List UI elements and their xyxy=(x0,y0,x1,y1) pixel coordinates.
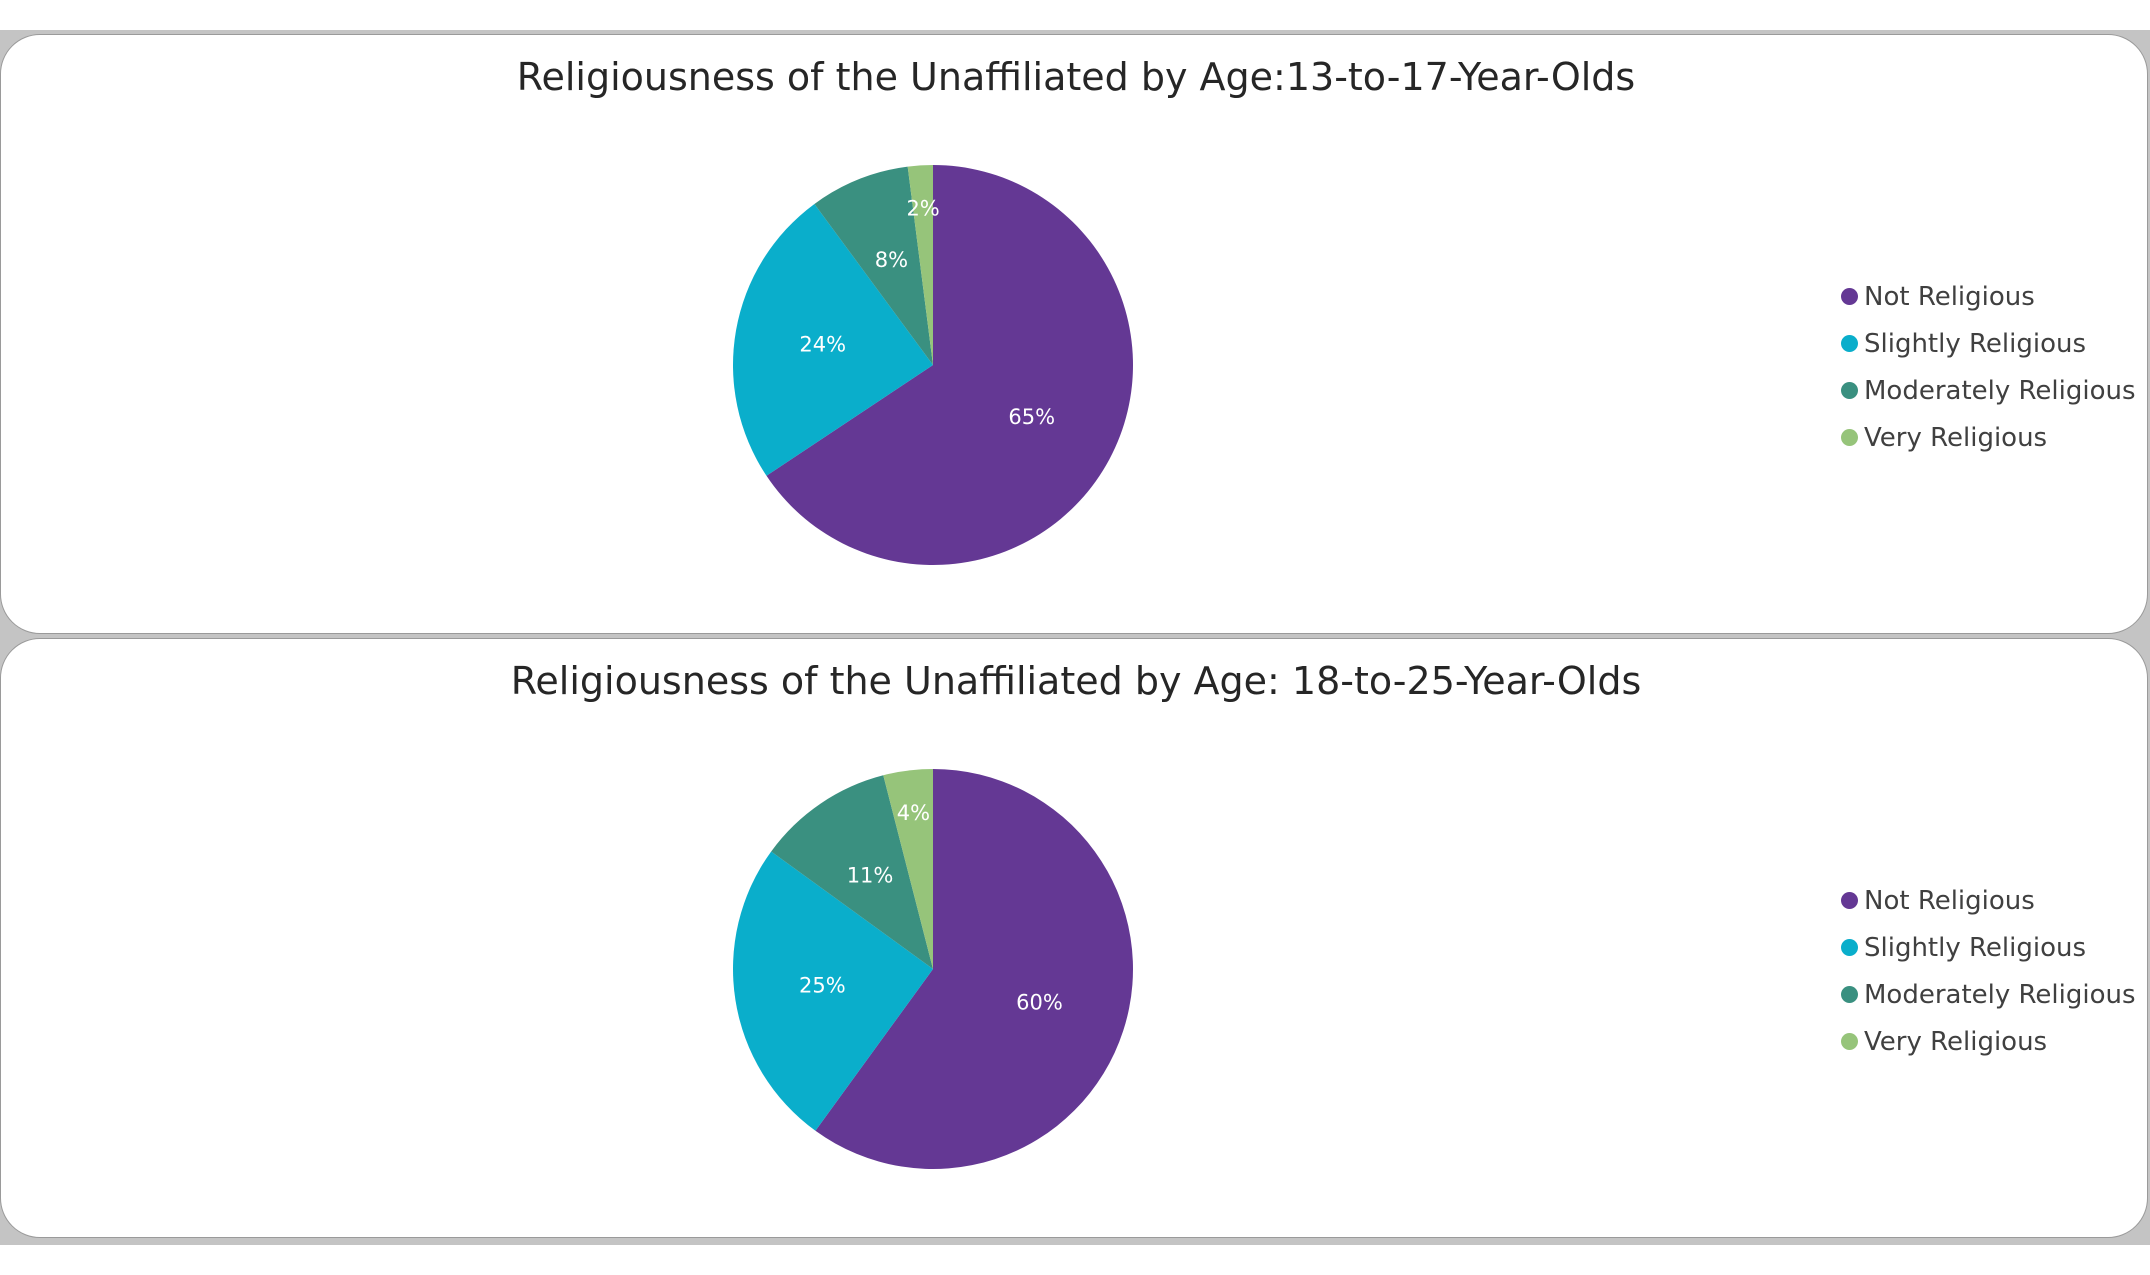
legend-item-slightly-religious: Slightly Religious xyxy=(1841,320,2136,367)
legend-swatch xyxy=(1841,429,1858,446)
data-label-very-religious: 4% xyxy=(897,801,930,825)
data-label-moderately-religious: 8% xyxy=(875,248,908,272)
data-label-slightly-religious: 24% xyxy=(799,333,846,357)
legend-label: Very Religious xyxy=(1864,1026,2048,1057)
legend: Not Religious Slightly Religious Moderatel… xyxy=(1841,273,2136,461)
legend-label: Slightly Religious xyxy=(1864,932,2087,963)
data-label-very-religious: 2% xyxy=(906,196,939,220)
data-label-moderately-religious: 11% xyxy=(847,863,894,887)
legend-swatch xyxy=(1841,986,1858,1003)
legend-item-slightly-religious: Slightly Religious xyxy=(1841,924,2136,971)
pie-slice-moderately-religious xyxy=(771,775,933,969)
chart-title: Religiousness of the Unaffiliated by Age… xyxy=(510,659,1642,703)
legend-label: Not Religious xyxy=(1864,885,2035,916)
legend-swatch xyxy=(1841,939,1858,956)
pie-chart: 65% 24% 8% 2% xyxy=(733,165,1133,565)
legend-label: Moderately Religious xyxy=(1864,979,2136,1010)
pie-chart: 60% 25% 11% 4% xyxy=(733,769,1133,1169)
legend-item-not-religious: Not Religious xyxy=(1841,877,2136,924)
pie-slice-not-religious xyxy=(766,165,1133,565)
legend-item-very-religious: Very Religious xyxy=(1841,1018,2136,1065)
legend-item-very-religious: Very Religious xyxy=(1841,414,2136,461)
pie-slice-moderately-religious xyxy=(814,166,933,365)
data-label-not-religious: 60% xyxy=(1016,991,1063,1015)
legend-label: Moderately Religious xyxy=(1864,375,2136,406)
data-label-not-religious: 65% xyxy=(1008,405,1055,429)
pie-slice-not-religious xyxy=(815,769,1133,1169)
data-label-slightly-religious: 25% xyxy=(799,974,846,998)
legend: Not Religious Slightly Religious Moderatel… xyxy=(1841,877,2136,1065)
legend-label: Very Religious xyxy=(1864,422,2048,453)
legend-swatch xyxy=(1841,335,1858,352)
legend-item-moderately-religious: Moderately Religious xyxy=(1841,971,2136,1018)
legend-label: Slightly Religious xyxy=(1864,328,2087,359)
legend-label: Not Religious xyxy=(1864,281,2035,312)
legend-swatch xyxy=(1841,892,1858,909)
chart-title: Religiousness of the Unaffiliated by Age… xyxy=(516,55,1636,99)
legend-item-moderately-religious: Moderately Religious xyxy=(1841,367,2136,414)
legend-item-not-religious: Not Religious xyxy=(1841,273,2136,320)
pie-slice-slightly-religious xyxy=(733,851,933,1131)
chart-panel-18-to-25: Religiousness of the Unaffiliated by Age… xyxy=(0,638,2148,1238)
legend-swatch xyxy=(1841,1033,1858,1050)
pie-slice-very-religious xyxy=(907,165,933,365)
legend-swatch xyxy=(1841,288,1858,305)
pie-slice-slightly-religious xyxy=(733,203,933,476)
pie-slice-very-religious xyxy=(883,769,933,969)
legend-swatch xyxy=(1841,382,1858,399)
chart-panel-13-to-17: Religiousness of the Unaffiliated by Age… xyxy=(0,34,2148,634)
